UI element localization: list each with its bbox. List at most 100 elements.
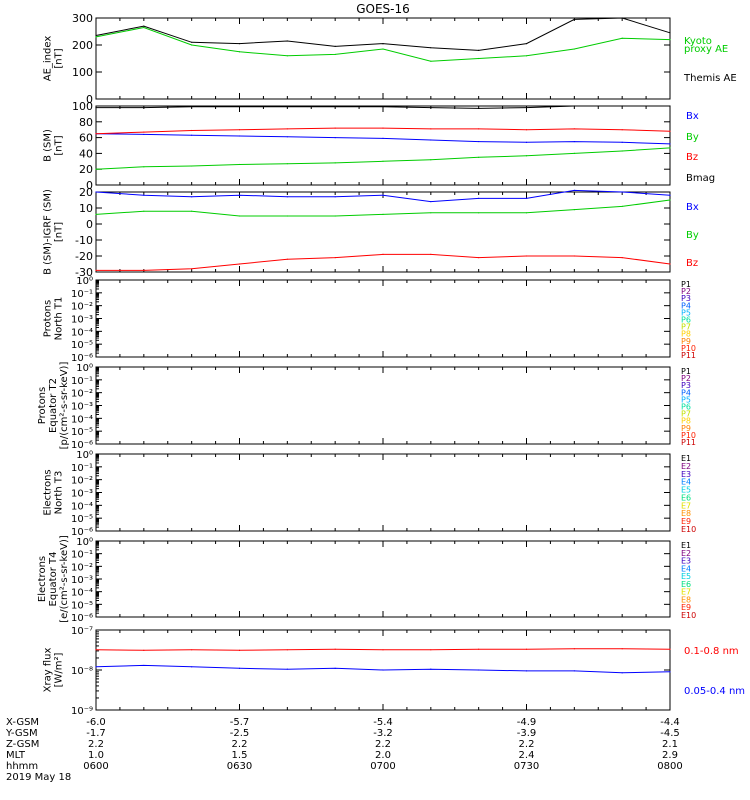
data-point (621, 648, 623, 650)
data-point (238, 51, 241, 53)
data-point (525, 212, 528, 214)
x-axis-value: 2.4 (519, 750, 535, 761)
data-point (669, 143, 671, 145)
y-tick-label: 10⁻³ (71, 575, 93, 586)
y-tick-label: 10⁻² (71, 302, 93, 313)
legend-label: E5 (681, 486, 691, 495)
data-point (382, 669, 384, 671)
plot-frame (95, 191, 671, 273)
y-tick-label: 10⁻⁶ (71, 353, 93, 364)
data-point (143, 106, 145, 109)
panel-8: 10⁻⁹ 10⁻⁸ 10⁻⁷ Xray flux [W/m²] 0.1-0.8 nm 0.0… (43, 626, 746, 717)
data-point (573, 128, 575, 130)
data-point (238, 43, 241, 45)
y-axis-label: Electrons Equator T4 [e/(cm²-s-sr-keV)] (37, 535, 70, 623)
data-point (669, 147, 671, 149)
data-point (525, 197, 528, 199)
data-point (238, 106, 241, 108)
legend-label: P10 (681, 431, 696, 440)
legend-label: P4 (681, 301, 691, 310)
series-line-2 (95, 199, 671, 217)
y-tick-label: 0 (86, 218, 93, 231)
data-point (573, 648, 575, 650)
y-tick-label: 10⁻⁴ (71, 414, 93, 425)
data-point (669, 199, 671, 201)
data-point (669, 130, 671, 132)
y-axis-label: AE_index [nT] (43, 36, 65, 82)
legend-label: E10 (681, 611, 696, 620)
data-point (669, 194, 671, 196)
legend-label: P9 (681, 337, 691, 346)
x-axis-value: -5.4 (373, 717, 393, 728)
y-axis-label-line: Electrons (37, 556, 48, 602)
y-tick-label: -30 (75, 266, 93, 279)
data-point (478, 156, 480, 158)
x-axis-value: 0700 (370, 761, 395, 772)
x-axis-value: -3.2 (373, 728, 393, 739)
legend-label: Bx (686, 202, 699, 213)
data-point (573, 209, 575, 211)
data-point (573, 105, 575, 107)
data-point (669, 648, 671, 650)
data-point (382, 48, 384, 50)
data-point (238, 194, 241, 196)
x-axis-value: 2.1 (662, 739, 678, 750)
data-point (478, 128, 480, 130)
y-tick-label: 10⁻⁷ (71, 626, 93, 637)
y-tick-label: 10⁰ (76, 276, 93, 287)
x-axis-value: 1.5 (232, 750, 248, 761)
data-point (95, 34, 97, 37)
y-tick-label: 20 (79, 186, 93, 199)
y-tick-label: 10⁻⁵ (71, 340, 93, 351)
data-point (430, 649, 432, 651)
data-point (238, 649, 241, 651)
data-point (238, 129, 241, 131)
data-point (286, 128, 288, 130)
data-point (430, 159, 432, 161)
legend-label: By (686, 132, 699, 143)
data-point (430, 201, 432, 203)
data-point (286, 196, 288, 198)
legend-label: P6 (681, 316, 691, 325)
data-point (143, 133, 145, 136)
data-point (382, 649, 384, 651)
legend-label: P10 (681, 344, 696, 353)
y-tick-label: 60 (79, 132, 93, 145)
data-point (573, 152, 575, 154)
y-axis-label-line: AE_index (43, 36, 54, 82)
legend-label: Themis AE (683, 73, 737, 84)
y-tick-label: 100 (72, 66, 93, 79)
data-point (525, 648, 528, 650)
data-point (334, 257, 336, 259)
y-axis-label: B (SM)-IGRF (SM) [nT] (43, 189, 65, 275)
legend-label: P2 (681, 287, 691, 296)
y-tick-label: 10⁻³ (71, 489, 93, 500)
data-point (621, 191, 623, 193)
legend-label: P9 (681, 424, 691, 433)
data-point (286, 258, 288, 260)
y-axis-label-line: [nT] (54, 222, 65, 242)
data-point (191, 196, 193, 198)
panel-5: 10⁻⁶ 10⁻⁵ 10⁻⁴10⁻³ 10⁻² 10⁻¹ 10⁰ Protons Equato… (37, 362, 696, 451)
panel-2: 0 20 40 60 80 100 B (SM) [nT] Bx By Bz Bmag (43, 100, 716, 192)
data-point (525, 141, 528, 143)
data-point (143, 166, 145, 168)
legend-label: E4 (681, 478, 691, 487)
data-point (191, 268, 193, 270)
data-point (621, 672, 623, 674)
y-tick-label: 40 (79, 147, 93, 160)
legend-label: Bmag (686, 173, 715, 184)
y-axis-label: Xray flux [W/m²] (43, 648, 65, 693)
data-point (478, 49, 480, 52)
y-tick-label: 10⁻⁶ (71, 527, 93, 538)
y-tick-label: 10⁰ (76, 363, 93, 374)
legend-label: proxy AE (684, 44, 728, 55)
data-point (669, 39, 671, 41)
data-point (143, 26, 145, 29)
data-point (334, 215, 336, 217)
data-point (478, 669, 480, 671)
data-point (191, 649, 193, 651)
